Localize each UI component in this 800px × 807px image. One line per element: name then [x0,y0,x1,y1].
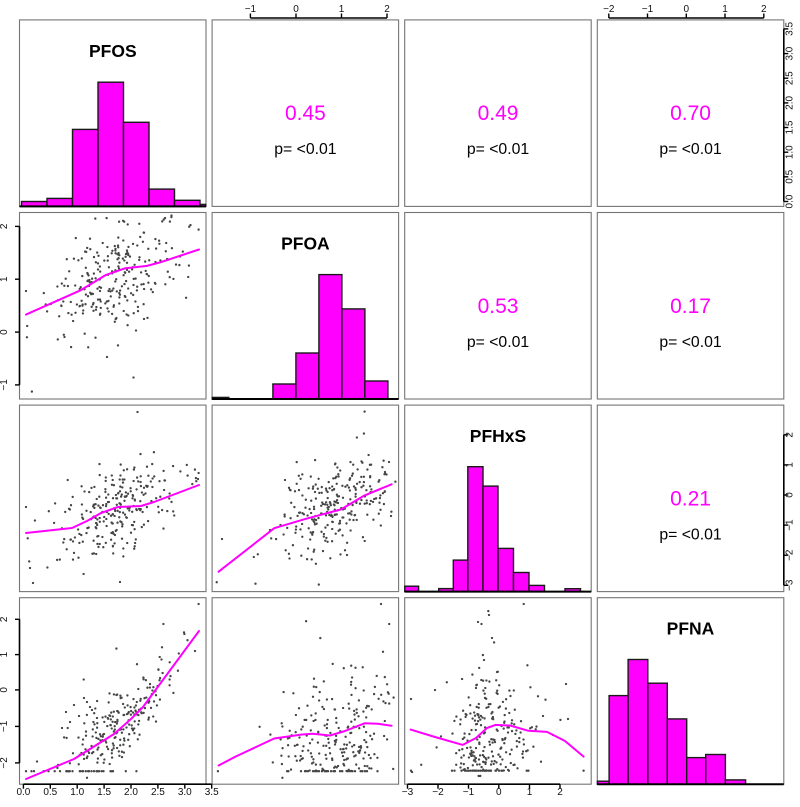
svg-text:p= <0.01: p= <0.01 [659,141,722,158]
svg-text:2: 2 [0,616,10,622]
svg-text:0: 0 [496,787,502,798]
svg-text:0: 0 [293,4,299,15]
svg-text:3.5: 3.5 [785,22,796,36]
svg-text:PFOS: PFOS [89,41,137,61]
svg-text:−1: −1 [785,519,796,531]
svg-text:2: 2 [785,432,796,438]
svg-text:p= <0.01: p= <0.01 [274,141,337,158]
svg-text:PFNA: PFNA [667,619,715,639]
svg-text:−2: −2 [432,787,444,798]
svg-text:0.5: 0.5 [785,169,796,183]
svg-text:−2: −2 [603,4,615,15]
svg-text:0: 0 [0,329,10,335]
svg-text:2.5: 2.5 [785,71,796,85]
svg-text:0: 0 [785,492,796,498]
svg-text:0.53: 0.53 [478,295,519,318]
svg-text:1.0: 1.0 [70,787,84,798]
svg-text:0.21: 0.21 [670,487,711,510]
svg-text:2.0: 2.0 [785,96,796,110]
svg-text:−3: −3 [402,787,414,798]
svg-text:1: 1 [785,462,796,468]
svg-text:2: 2 [761,4,767,15]
svg-text:2: 2 [0,223,10,229]
svg-text:−3: −3 [785,579,796,591]
svg-text:1.5: 1.5 [785,120,796,134]
svg-text:2: 2 [557,787,563,798]
svg-text:0.0: 0.0 [16,787,30,798]
svg-text:1: 1 [722,4,728,15]
svg-text:−1: −1 [642,4,654,15]
svg-text:2.0: 2.0 [124,787,138,798]
svg-text:0.5: 0.5 [43,787,57,798]
svg-text:−1: −1 [245,4,257,15]
svg-text:−1: −1 [0,379,10,391]
svg-text:0: 0 [684,4,690,15]
svg-text:p= <0.01: p= <0.01 [467,334,530,351]
svg-text:2: 2 [384,4,390,15]
svg-text:0.0: 0.0 [785,194,796,208]
svg-text:3.5: 3.5 [205,787,219,798]
svg-text:p= <0.01: p= <0.01 [467,141,530,158]
svg-text:3.0: 3.0 [178,787,192,798]
svg-text:1.0: 1.0 [785,145,796,159]
svg-text:PFHxS: PFHxS [470,426,526,446]
svg-text:−2: −2 [785,549,796,561]
svg-text:1: 1 [527,787,533,798]
svg-text:1: 1 [339,4,345,15]
svg-text:0.17: 0.17 [670,295,711,318]
svg-text:−1: −1 [0,720,10,732]
svg-text:0.49: 0.49 [478,102,519,125]
svg-text:2.5: 2.5 [151,787,165,798]
svg-text:PFOA: PFOA [281,234,330,254]
svg-text:p= <0.01: p= <0.01 [659,526,722,543]
svg-text:−2: −2 [0,757,10,769]
svg-text:1.5: 1.5 [97,787,111,798]
svg-text:0.45: 0.45 [285,102,326,125]
svg-text:3.0: 3.0 [785,46,796,60]
svg-text:1: 1 [0,276,10,282]
svg-text:−1: −1 [463,787,475,798]
svg-text:0: 0 [0,687,10,693]
svg-text:p= <0.01: p= <0.01 [659,334,722,351]
svg-text:1: 1 [0,651,10,657]
svg-text:0.70: 0.70 [670,102,711,125]
